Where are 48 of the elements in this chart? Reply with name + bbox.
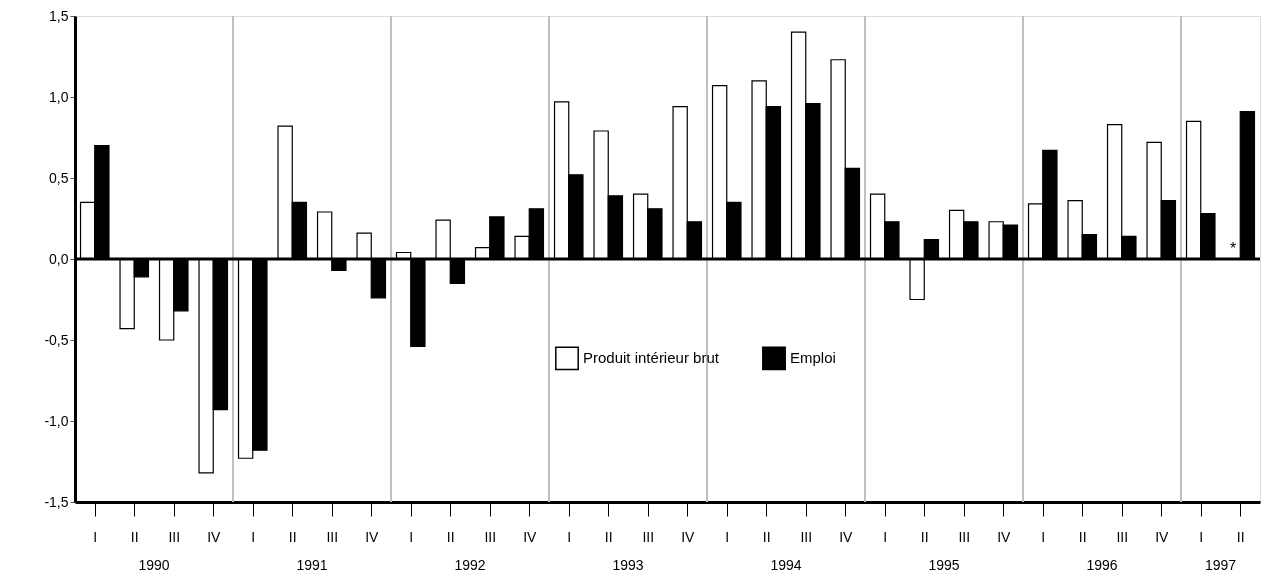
x-tick-label: I — [409, 528, 414, 545]
y-tick-label: 0,0 — [49, 250, 69, 267]
x-tick-label: IV — [1155, 528, 1170, 545]
x-tick-label: I — [1041, 528, 1046, 545]
x-tick-label: III — [168, 528, 181, 545]
x-tick-label: II — [604, 528, 613, 545]
y-tick-label: -1,0 — [44, 412, 69, 429]
text: 1995 — [928, 557, 960, 573]
x-tick-label: II — [446, 528, 455, 545]
x-tick-label: II — [1236, 528, 1245, 545]
x-tick-label: III — [484, 528, 497, 545]
x-tick-label: I — [567, 528, 572, 545]
x-tick-label: II — [1078, 528, 1087, 545]
legend-label: Produit intérieur brut — [583, 349, 720, 367]
x-tick-label: IV — [839, 528, 854, 545]
x-tick-label: I — [93, 528, 98, 545]
x-tick-label: II — [920, 528, 929, 545]
x-tick-label: IV — [997, 528, 1012, 545]
x-tick-label: I — [725, 528, 730, 545]
x-tick-label: IV — [523, 528, 538, 545]
x-tick-label: I — [1199, 528, 1204, 545]
y-tick-label: 1,0 — [49, 88, 69, 105]
text: 1993 — [612, 557, 644, 573]
x-tick-label: I — [251, 528, 256, 545]
x-tick-label: II — [130, 528, 139, 545]
x-tick-label: IV — [365, 528, 380, 545]
x-tick-label: II — [288, 528, 297, 545]
y-tick-label: -0,5 — [44, 331, 69, 348]
y-tick-label: 1,5 — [49, 7, 69, 24]
x-tick-label: II — [762, 528, 771, 545]
x-tick-label: III — [1116, 528, 1129, 545]
legend-label: Emploi — [790, 349, 836, 367]
x-tick-label: III — [326, 528, 339, 545]
text: 1990 — [138, 557, 170, 573]
text: 1991 — [296, 557, 328, 573]
text: 1992 — [454, 557, 486, 573]
y-tick-label: -1,5 — [44, 493, 69, 510]
x-tick-label: III — [800, 528, 813, 545]
x-tick-label: III — [958, 528, 971, 545]
x-tick-label: III — [642, 528, 655, 545]
text: 1996 — [1086, 557, 1118, 573]
x-tick-label: IV — [681, 528, 696, 545]
text: 1997 — [1204, 557, 1237, 573]
x-tick-label: IV — [207, 528, 222, 545]
x-tick-label: I — [883, 528, 888, 545]
text: 1994 — [770, 557, 802, 573]
y-tick-label: 0,5 — [49, 169, 69, 186]
annotation: * — [1230, 240, 1237, 257]
